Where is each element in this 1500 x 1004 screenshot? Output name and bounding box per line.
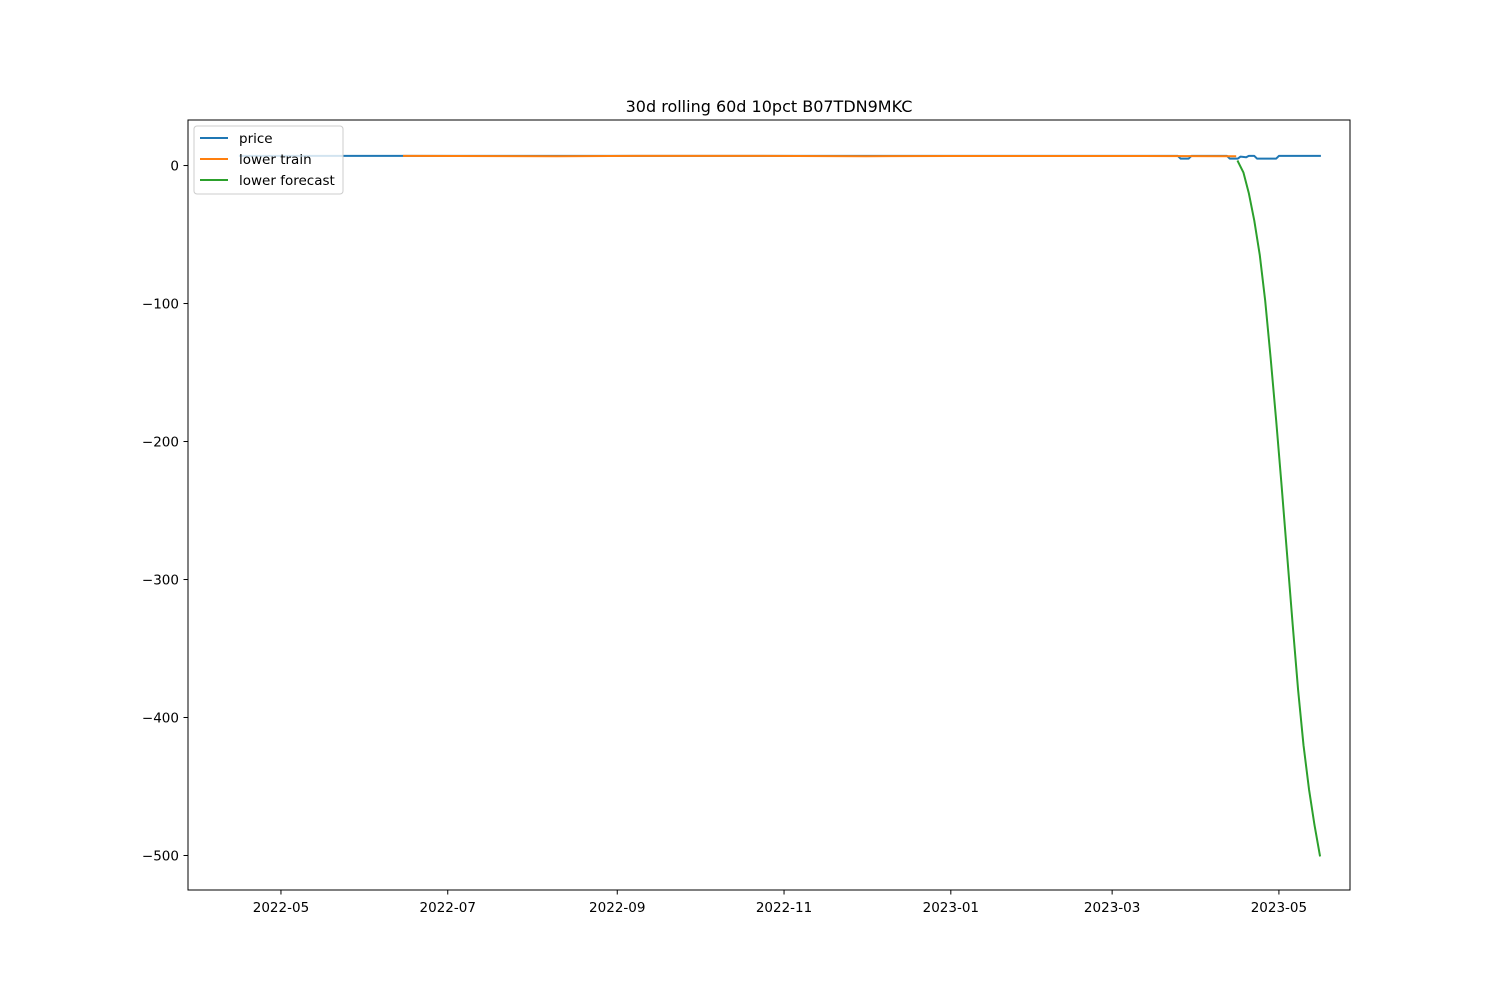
- x-tick-label: 2022-05: [253, 900, 309, 916]
- x-tick-label: 2023-03: [1084, 900, 1140, 916]
- legend: price lower train lower forecast: [194, 126, 343, 194]
- x-tick-label: 2023-05: [1251, 900, 1307, 916]
- x-tick-label: 2022-09: [589, 900, 645, 916]
- x-tick-label: 2022-11: [756, 900, 812, 916]
- x-tick-label: 2022-07: [420, 900, 476, 916]
- y-tick-label: −400: [142, 711, 179, 727]
- legend-label: lower train: [239, 152, 312, 168]
- legend-label: lower forecast: [239, 173, 335, 189]
- y-tick-label: −300: [142, 573, 179, 589]
- x-tick-label: 2023-01: [923, 900, 979, 916]
- chart-title: 30d rolling 60d 10pct B07TDN9MKC: [626, 97, 913, 116]
- y-tick-label: 0: [170, 159, 179, 175]
- y-tick-label: −500: [142, 849, 179, 865]
- y-tick-label: −200: [142, 435, 179, 451]
- legend-label: price: [239, 131, 273, 147]
- y-tick-label: −100: [142, 297, 179, 313]
